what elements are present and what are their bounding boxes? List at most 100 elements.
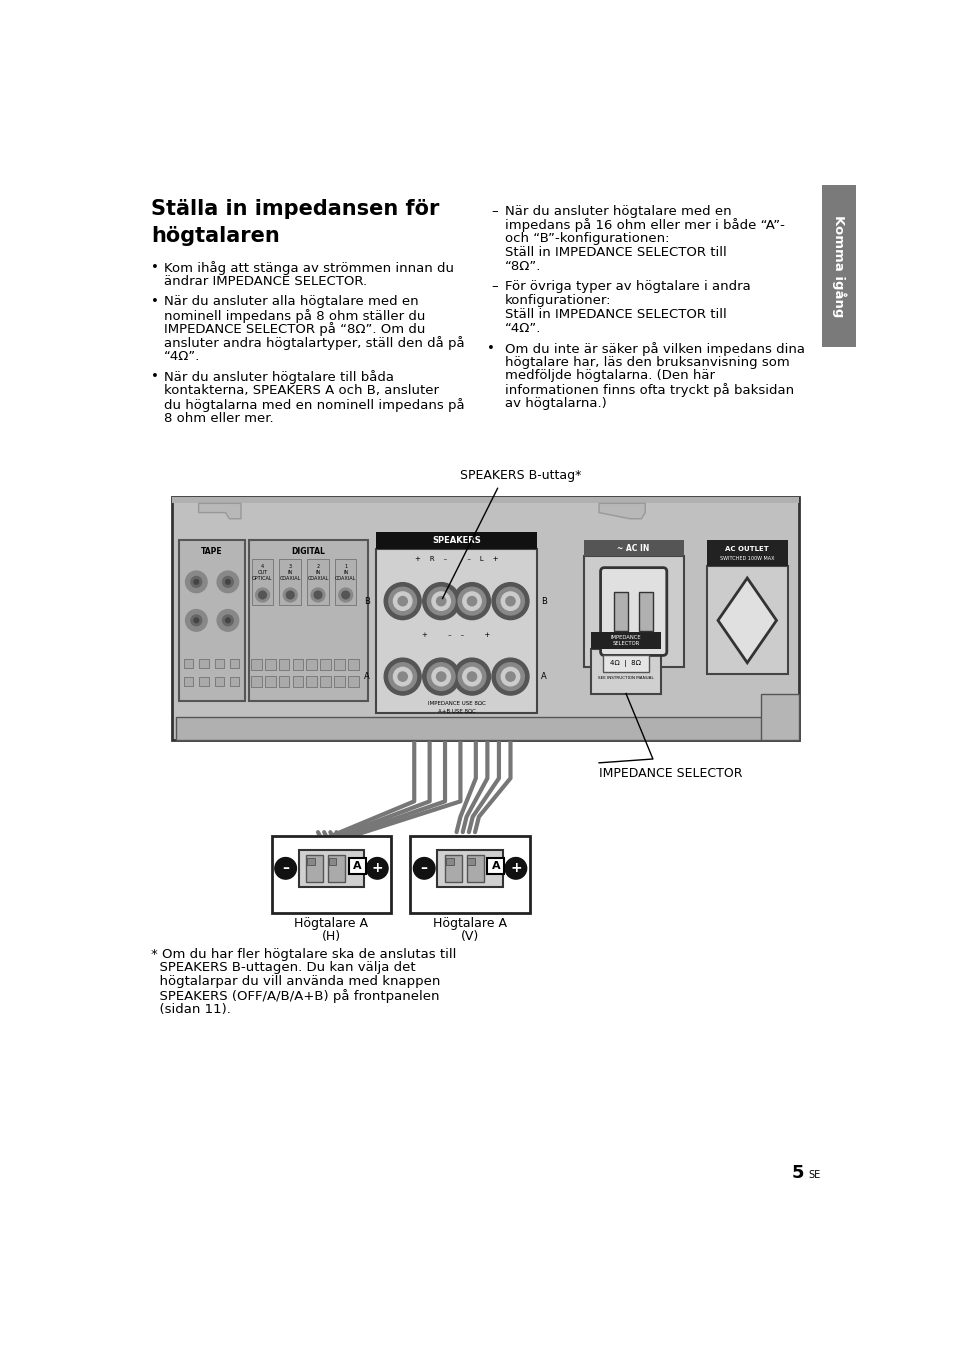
- Circle shape: [427, 587, 455, 615]
- Text: B: B: [540, 596, 547, 606]
- Circle shape: [393, 592, 412, 610]
- Circle shape: [185, 610, 207, 631]
- Bar: [175, 717, 795, 740]
- Bar: [307, 857, 314, 865]
- Text: Ställ in IMPEDANCE SELECTOR till: Ställ in IMPEDANCE SELECTOR till: [504, 308, 726, 320]
- Text: •: •: [487, 342, 495, 354]
- Bar: [293, 676, 303, 687]
- Text: Högtalare A: Högtalare A: [294, 917, 368, 930]
- Circle shape: [217, 610, 238, 631]
- Text: kontakterna, SPEAKERS A och B, ansluter: kontakterna, SPEAKERS A och B, ansluter: [164, 384, 438, 397]
- Text: A: A: [353, 861, 361, 871]
- Circle shape: [274, 857, 296, 879]
- Circle shape: [311, 588, 325, 602]
- Bar: [445, 857, 453, 865]
- Text: * Om du har fler högtalare ska de anslutas till: * Om du har fler högtalare ska de anslut…: [151, 948, 456, 961]
- Text: SPEAKERS (OFF/A/B/A+B) på frontpanelen: SPEAKERS (OFF/A/B/A+B) på frontpanelen: [151, 990, 439, 1003]
- Text: DIGITAL: DIGITAL: [291, 548, 325, 556]
- Text: AC OUTLET: AC OUTLET: [724, 546, 768, 552]
- Text: +         –    –         +: + – – +: [422, 631, 490, 638]
- Circle shape: [422, 583, 459, 619]
- Bar: [251, 658, 261, 669]
- Text: 3
IN
COAXIAL: 3 IN COAXIAL: [279, 564, 300, 581]
- Bar: [199, 658, 209, 668]
- Circle shape: [338, 588, 353, 602]
- Text: När du ansluter alla högtalare med en: När du ansluter alla högtalare med en: [164, 295, 418, 308]
- Bar: [306, 856, 323, 883]
- Circle shape: [500, 668, 519, 685]
- Bar: [821, 185, 856, 347]
- Bar: [252, 558, 274, 604]
- Bar: [467, 857, 475, 865]
- Circle shape: [217, 571, 238, 592]
- Text: SEE INSTRUCTION MANUAL: SEE INSTRUCTION MANUAL: [598, 676, 653, 680]
- Circle shape: [462, 592, 480, 610]
- Bar: [320, 676, 331, 687]
- Bar: [184, 676, 193, 685]
- Text: IMPEDANCE SELECTOR på “8Ω”. Om du: IMPEDANCE SELECTOR på “8Ω”. Om du: [164, 322, 425, 337]
- Text: TAPE: TAPE: [201, 548, 222, 556]
- Circle shape: [453, 658, 490, 695]
- Bar: [199, 676, 209, 685]
- Text: ~ AC IN: ~ AC IN: [617, 544, 649, 553]
- Circle shape: [366, 857, 388, 879]
- Text: •: •: [151, 295, 158, 308]
- Text: 5: 5: [791, 1164, 803, 1183]
- Bar: [306, 676, 317, 687]
- Polygon shape: [718, 579, 776, 662]
- Bar: [583, 557, 683, 667]
- Bar: [172, 498, 799, 503]
- Circle shape: [413, 857, 435, 879]
- Bar: [706, 539, 787, 566]
- Text: När du ansluter högtalare till båda: När du ansluter högtalare till båda: [164, 370, 394, 384]
- Text: A+B USE 8ΩC: A+B USE 8ΩC: [437, 708, 475, 714]
- Bar: [230, 676, 239, 685]
- Circle shape: [286, 591, 294, 599]
- Bar: [265, 676, 275, 687]
- Text: 4Ω  |  8Ω: 4Ω | 8Ω: [610, 660, 640, 667]
- Bar: [348, 676, 358, 687]
- Bar: [349, 857, 365, 875]
- Bar: [293, 658, 303, 669]
- Circle shape: [453, 583, 490, 619]
- Text: –: –: [491, 204, 497, 218]
- Text: nominell impedans på 8 ohm ställer du: nominell impedans på 8 ohm ställer du: [164, 308, 425, 323]
- Bar: [334, 658, 345, 669]
- Bar: [639, 592, 652, 631]
- Bar: [214, 658, 224, 668]
- Circle shape: [384, 583, 420, 619]
- Text: ändrar IMPEDANCE SELECTOR.: ändrar IMPEDANCE SELECTOR.: [164, 274, 367, 288]
- Circle shape: [193, 580, 198, 584]
- Bar: [444, 856, 461, 883]
- Bar: [329, 857, 336, 865]
- Text: Om du inte är säker på vilken impedans dina: Om du inte är säker på vilken impedans d…: [504, 342, 804, 356]
- Circle shape: [393, 668, 412, 685]
- Circle shape: [457, 587, 485, 615]
- Text: A: A: [363, 672, 369, 681]
- Bar: [487, 857, 504, 875]
- Text: ansluter andra högtalartyper, ställ den då på: ansluter andra högtalartyper, ställ den …: [164, 337, 464, 350]
- Bar: [466, 856, 483, 883]
- Text: “4Ω”.: “4Ω”.: [164, 350, 200, 364]
- Text: och “B”-konfigurationen:: och “B”-konfigurationen:: [504, 233, 669, 245]
- Circle shape: [222, 615, 233, 626]
- Bar: [591, 649, 659, 694]
- Circle shape: [191, 615, 201, 626]
- Text: A: A: [491, 861, 499, 871]
- Text: högtalarpar du vill använda med knappen: högtalarpar du vill använda med knappen: [151, 975, 439, 988]
- Bar: [298, 850, 364, 887]
- Text: högtalaren: högtalaren: [151, 226, 279, 246]
- Circle shape: [462, 668, 480, 685]
- Text: (V): (V): [460, 930, 478, 942]
- Text: –: –: [420, 861, 427, 875]
- Text: Kom ihåg att stänga av strömmen innan du: Kom ihåg att stänga av strömmen innan du: [164, 261, 454, 274]
- Circle shape: [467, 596, 476, 606]
- Circle shape: [222, 576, 233, 587]
- Circle shape: [341, 591, 349, 599]
- Text: 8 ohm eller mer.: 8 ohm eller mer.: [164, 412, 274, 425]
- Circle shape: [436, 596, 445, 606]
- Bar: [334, 676, 345, 687]
- Circle shape: [467, 672, 476, 681]
- Text: (sidan 11).: (sidan 11).: [151, 1003, 231, 1017]
- Circle shape: [497, 587, 524, 615]
